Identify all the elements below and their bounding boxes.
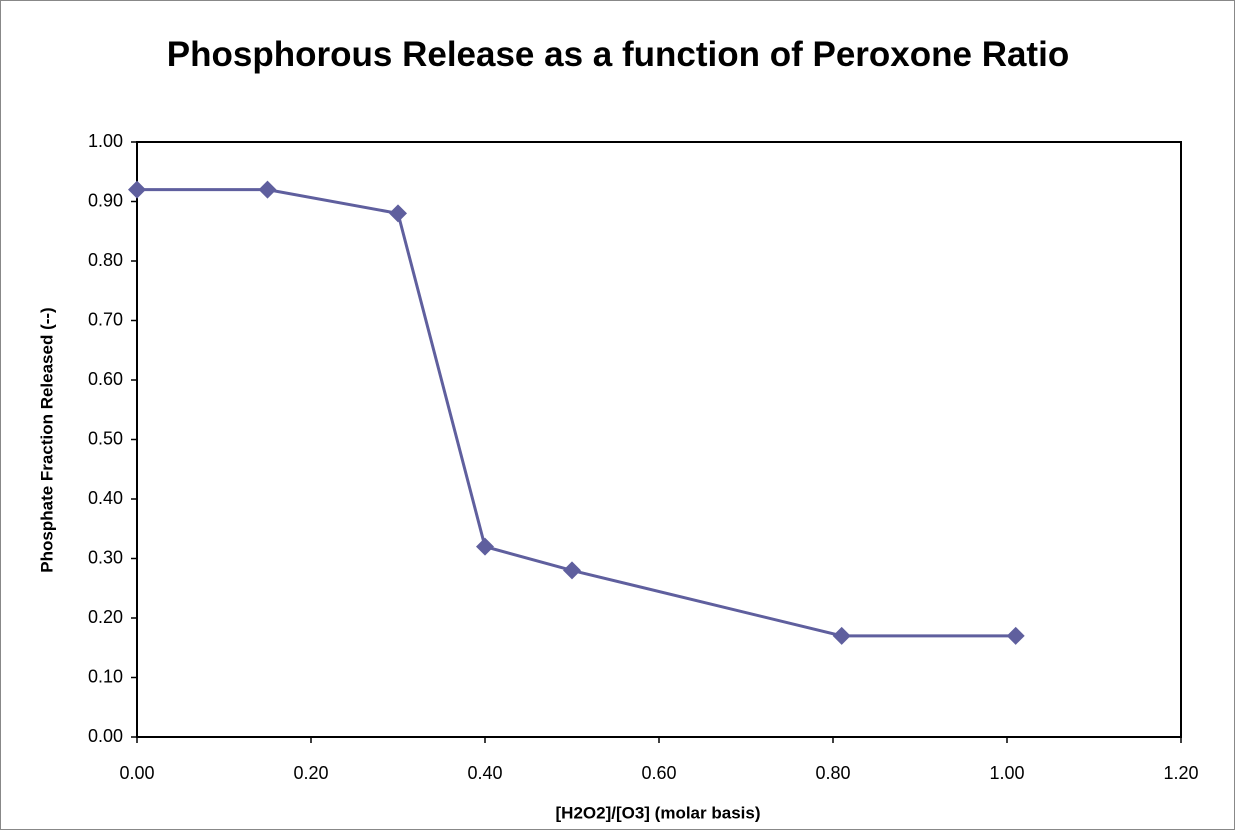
y-tick-label: 0.80 bbox=[88, 250, 123, 270]
data-point bbox=[258, 180, 277, 199]
y-tick-label: 0.00 bbox=[88, 726, 123, 746]
data-point bbox=[832, 626, 851, 645]
x-tick-label: 1.00 bbox=[989, 763, 1024, 783]
x-tick-label: 0.40 bbox=[467, 763, 502, 783]
x-tick-label: 1.20 bbox=[1163, 763, 1198, 783]
data-point bbox=[476, 537, 494, 556]
chart-title: Phosphorous Release as a function of Per… bbox=[166, 35, 1070, 74]
x-tick-label: 0.80 bbox=[815, 763, 850, 783]
y-tick-label: 0.20 bbox=[88, 607, 123, 627]
x-tick-label: 0.60 bbox=[641, 763, 676, 783]
y-tick-label: 0.60 bbox=[88, 369, 123, 389]
data-point bbox=[1006, 626, 1025, 645]
y-tick-label: 0.40 bbox=[88, 488, 123, 508]
x-axis-title: [H2O2]/[O3] (molar basis) bbox=[556, 803, 761, 822]
y-tick-label: 0.90 bbox=[88, 190, 123, 210]
y-tick-label: 0.30 bbox=[88, 547, 123, 567]
data-point bbox=[128, 180, 146, 199]
y-tick-label: 0.50 bbox=[88, 428, 123, 448]
data-point bbox=[563, 561, 581, 580]
x-tick-label: 0.00 bbox=[119, 763, 154, 783]
data-point bbox=[389, 204, 407, 223]
y-tick-label: 0.70 bbox=[88, 309, 123, 329]
x-tick-label: 0.20 bbox=[293, 763, 328, 783]
y-tick-label: 1.00 bbox=[88, 131, 123, 151]
y-tick-label: 0.10 bbox=[88, 666, 123, 686]
y-axis-title: Phosphate Fraction Released (--) bbox=[37, 307, 56, 572]
